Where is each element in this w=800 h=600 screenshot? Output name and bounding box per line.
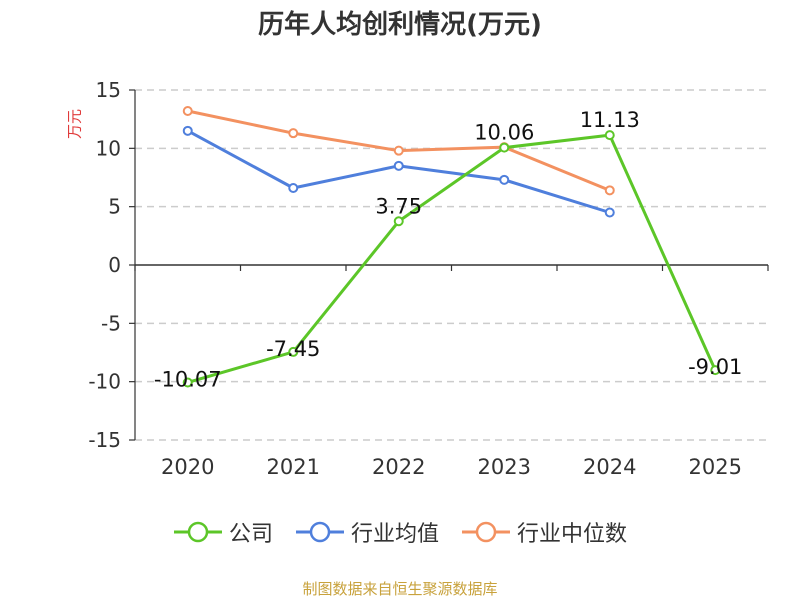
legend-label: 公司 [228,522,273,547]
legend-item[interactable]: 行业中位数 [461,516,627,548]
legend: 公司 行业均值 行业中位数 [0,516,800,548]
y-tick-label: -15 [88,428,121,452]
y-tick-label: 5 [108,195,121,219]
chart-title: 历年人均创利情况(万元) [258,10,542,40]
data-point[interactable] [604,185,615,196]
data-point[interactable] [182,106,193,116]
x-tick-label: 2022 [372,455,425,479]
data-point[interactable] [710,365,721,376]
x-tick-label: 2024 [583,455,636,479]
data-point[interactable] [604,130,615,141]
data-label: 3.75 [375,194,422,218]
legend-item[interactable]: 行业均值 [295,516,439,548]
x-tick-label: 2020 [161,455,214,479]
data-label: -10.07 [154,367,222,391]
legend-swatch-marker [475,521,497,543]
data-label: -9.01 [688,355,742,379]
y-tick-label: 10 [96,136,121,160]
y-tick-label: -5 [101,311,121,335]
series-lines [182,106,721,388]
data-label: 10.06 [474,121,534,145]
legend-swatch-marker [309,521,331,543]
legend-swatch [173,521,222,543]
x-tick-label: 2023 [478,455,531,479]
data-point[interactable] [182,377,193,388]
source-note: 制图数据来自恒生聚源数据库 [302,580,498,598]
data-label: -7.45 [266,337,320,361]
data-point[interactable] [604,207,615,218]
series-line [187,133,717,384]
y-tick-label: 0 [108,253,121,277]
data-point[interactable] [288,183,299,193]
data-point[interactable] [182,125,193,136]
data-point[interactable] [499,174,510,185]
data-point[interactable] [288,128,299,139]
data-point[interactable] [288,346,299,357]
data-point[interactable] [393,216,404,227]
data-point[interactable] [499,142,510,153]
legend-label: 行业均值 [350,522,439,547]
axes: 15 10 5 0 -5 -10 -15 2020 2021 2022 2023 2024 2025 [88,78,769,479]
data-label: 11.13 [580,108,640,132]
y-tick-label: 15 [96,78,121,102]
x-tick-label: 2021 [267,455,320,479]
legend-item[interactable]: 公司 [173,516,273,548]
data-point[interactable] [393,160,404,171]
legend-swatch-marker [187,521,209,543]
x-tick-label: 2025 [689,455,742,479]
legend-swatch [295,521,344,543]
y-tick-label: -10 [88,370,121,394]
legend-swatch [462,521,510,543]
legend-label: 行业中位数 [517,522,628,547]
data-point[interactable] [393,145,404,156]
data-labels: -10.07 -7.45 3.75 10.06 11.13 -9.01 [154,108,743,391]
